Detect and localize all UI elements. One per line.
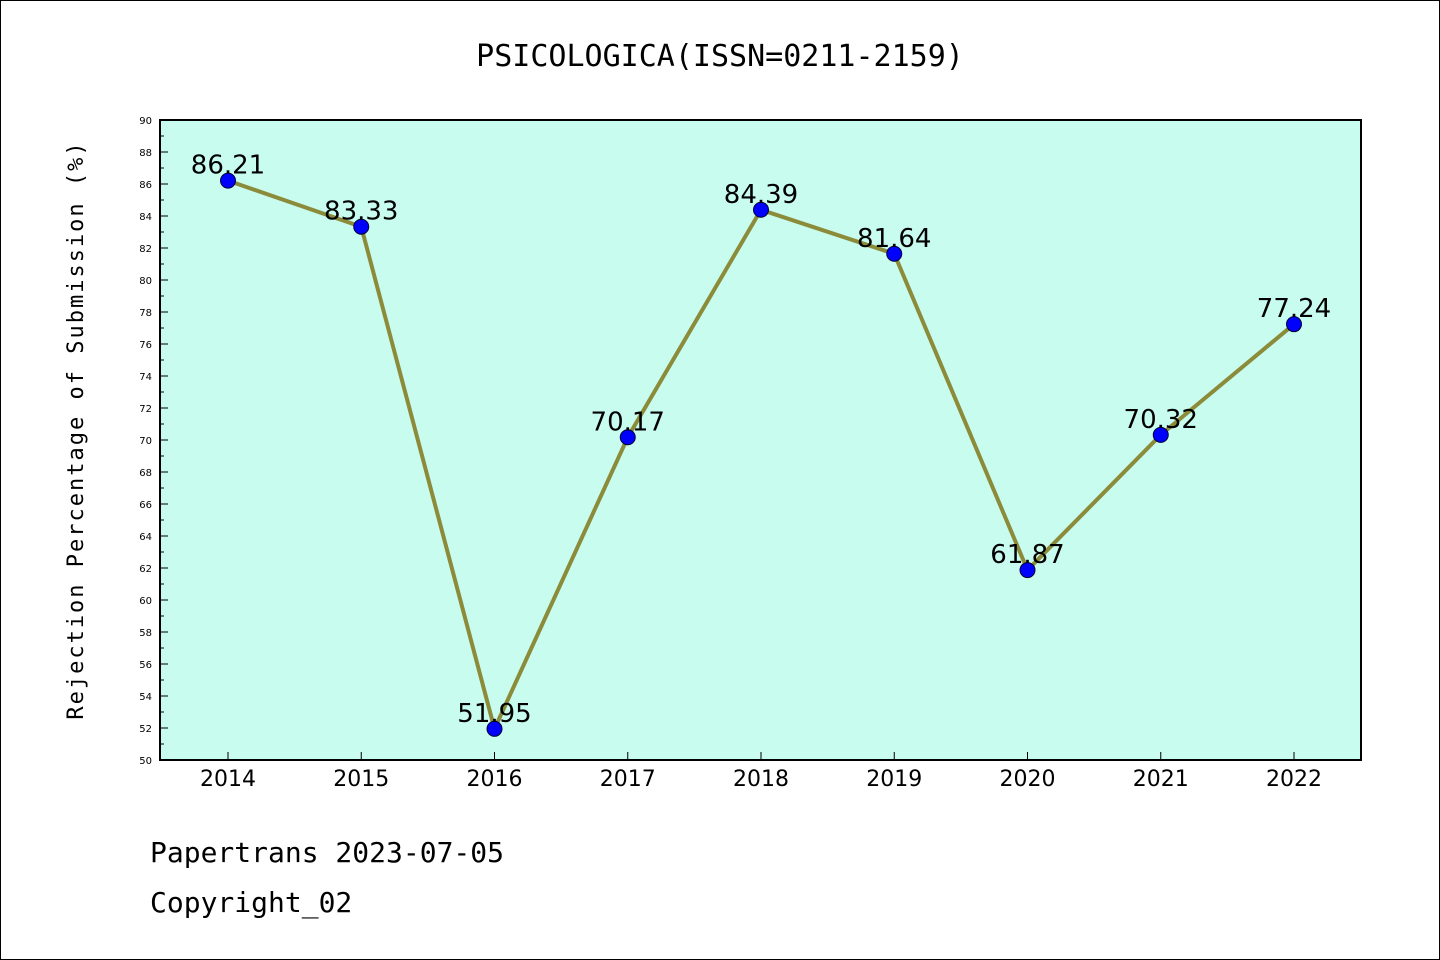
- y-tick-label: 90: [139, 116, 152, 127]
- data-labels: 86.21 83.33 51.95 70.17 84.39 81.64 61.87 70.32…: [191, 151, 1331, 729]
- y-tick-label: 60: [139, 596, 152, 607]
- y-axis: 50 52 54 56 58 60 62 64 66 68 70 72 74 76 78 80 82 84 86 88…: [139, 116, 168, 767]
- footer-copyright: Copyright_02: [150, 886, 353, 919]
- y-tick-label: 54: [139, 692, 152, 703]
- data-point: [353, 218, 370, 235]
- data-label: 51.95: [457, 699, 531, 729]
- y-tick-label: 56: [139, 660, 152, 671]
- data-point: [486, 720, 503, 737]
- y-tick-label: 76: [139, 340, 152, 351]
- y-tick-label: 82: [139, 244, 152, 255]
- x-tick-label: 2014: [200, 767, 256, 792]
- y-tick-label: 88: [139, 148, 152, 159]
- footer-date: Papertrans 2023-07-05: [150, 836, 505, 869]
- data-point: [886, 245, 903, 262]
- chart-title: PSICOLOGICA(ISSN=0211-2159): [476, 39, 964, 74]
- y-axis-label: Rejection Percentage of Submission (%): [64, 140, 89, 719]
- y-tick-label: 74: [139, 372, 152, 383]
- y-tick-label: 58: [139, 628, 152, 639]
- data-label: 61.87: [990, 540, 1064, 570]
- data-point: [1152, 426, 1169, 443]
- y-tick-label: 52: [139, 724, 152, 735]
- y-tick-label: 66: [139, 500, 152, 511]
- data-label: 84.39: [724, 180, 798, 210]
- x-tick-label: 2016: [467, 767, 523, 792]
- data-label: 86.21: [191, 151, 265, 181]
- data-label: 77.24: [1257, 294, 1331, 324]
- data-label: 70.17: [591, 407, 665, 437]
- x-tick-label: 2021: [1133, 767, 1189, 792]
- x-tick-label: 2018: [733, 767, 789, 792]
- data-label: 70.32: [1124, 405, 1198, 435]
- plot-border: [159, 119, 1362, 761]
- y-tick-label: 84: [139, 212, 152, 223]
- y-tick-label: 64: [139, 532, 152, 543]
- data-label: 81.64: [857, 224, 931, 254]
- y-tick-label: 72: [139, 404, 152, 415]
- y-tick-label: 70: [139, 436, 152, 447]
- data-point: [220, 172, 236, 189]
- x-tick-label: 2015: [333, 767, 389, 792]
- data-label: 83.33: [324, 197, 398, 227]
- y-tick-label: 86: [139, 180, 152, 191]
- y-tick-label: 78: [139, 308, 152, 319]
- data-points: [220, 172, 1302, 737]
- x-tick-label: 2017: [600, 767, 656, 792]
- x-tick-label: 2019: [866, 767, 922, 792]
- y-tick-label: 62: [139, 564, 152, 575]
- data-point: [753, 201, 769, 218]
- y-tick-label: 50: [139, 756, 152, 767]
- data-point: [1286, 316, 1302, 333]
- x-tick-label: 2022: [1266, 767, 1322, 792]
- x-tick-label: 2020: [1000, 767, 1056, 792]
- y-tick-label: 80: [139, 276, 152, 287]
- data-point: [1019, 562, 1036, 579]
- y-tick-label: 68: [139, 468, 152, 479]
- data-point: [619, 429, 636, 446]
- x-axis: 2014 2015 2016 2017 2018 2019 2020 2021 2022: [200, 752, 1322, 792]
